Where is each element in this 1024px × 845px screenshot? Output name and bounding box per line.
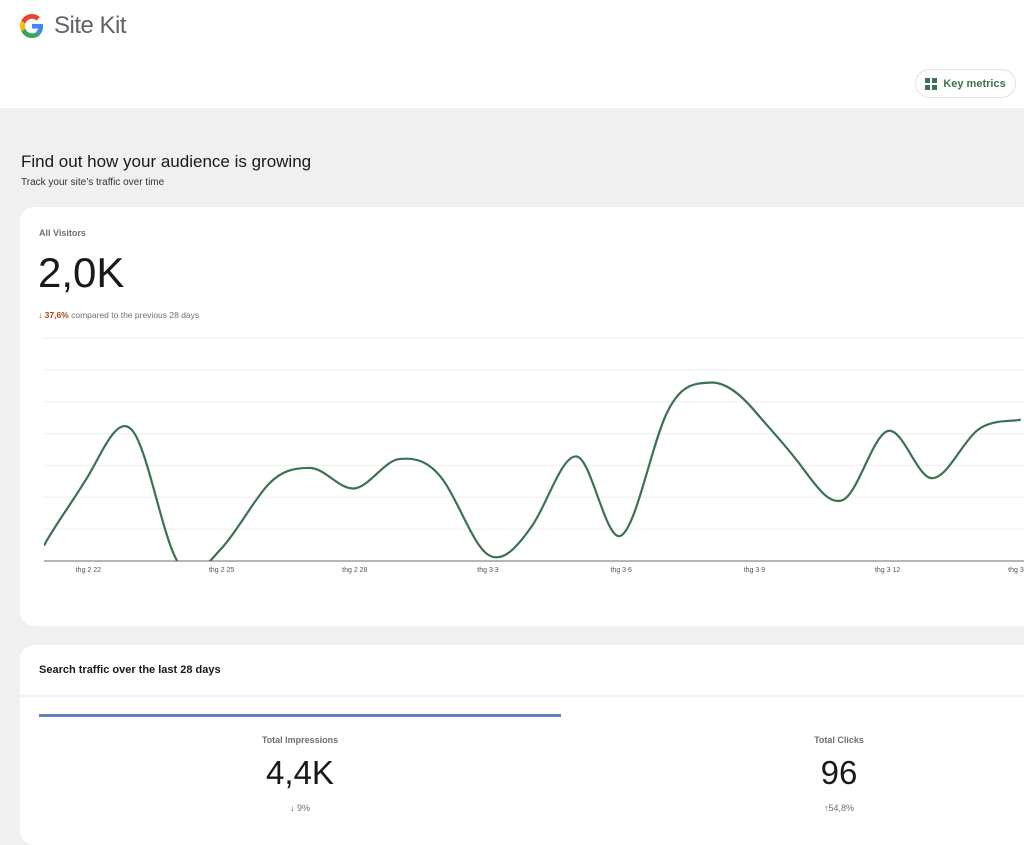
- arrow-down-icon: ↓: [289, 803, 295, 813]
- divider: [20, 695, 1024, 697]
- x-tick-label: thg 2 28: [342, 567, 367, 574]
- visitors-change: ↓ 37,6% compared to the previous 28 days: [38, 310, 199, 320]
- search-traffic-title: Search traffic over the last 28 days: [39, 664, 221, 676]
- visitors-series-line: [44, 381, 1022, 561]
- section-subtitle: Track your site’s traffic over time: [21, 177, 165, 188]
- clicks-change: ↑54,8%: [739, 803, 939, 813]
- key-metrics-label: Key metrics: [943, 77, 1006, 90]
- search-traffic-card: Search traffic over the last 28 days Tot…: [20, 645, 1024, 845]
- total-clicks-metric[interactable]: Total Clicks 96 ↑54,8%: [739, 735, 939, 813]
- arrow-up-icon: ↑: [823, 803, 829, 813]
- grid-icon: [925, 77, 938, 90]
- all-visitors-label: All Visitors: [39, 228, 86, 238]
- compare-text: compared to the previous 28 days: [71, 310, 200, 320]
- x-tick-label: thg 3 15: [1008, 567, 1024, 574]
- x-tick-label: thg 2 22: [76, 567, 101, 574]
- app-name: Site Kit: [54, 12, 127, 39]
- impressions-change-value: 9%: [297, 803, 311, 813]
- key-metrics-button[interactable]: Key metrics: [915, 69, 1016, 98]
- arrow-down-icon: ↓: [38, 310, 43, 320]
- header: Site Kit Key metrics: [0, 0, 1024, 108]
- x-tick-label: thg 3 9: [744, 567, 766, 574]
- x-tick-label: thg 3 6: [610, 567, 632, 574]
- impressions-value: 4,4K: [266, 754, 334, 791]
- clicks-change-value: 54,8%: [828, 803, 855, 813]
- visitors-line-chart: thg 2 22 thg 2 25 thg 2 28 thg 3 3 thg 3 6 th…: [44, 337, 1024, 574]
- clicks-value: 96: [820, 754, 858, 791]
- google-g-icon: [20, 14, 44, 38]
- x-tick-label: thg 2 25: [209, 567, 234, 574]
- x-tick-label: thg 3 3: [477, 567, 499, 574]
- clicks-label: Total Clicks: [814, 735, 864, 745]
- impressions-label: Total Impressions: [261, 735, 339, 745]
- all-visitors-card: All Visitors 2,0K ↓ 37,6% compared to th…: [20, 207, 1024, 626]
- total-impressions-metric[interactable]: Total Impressions 4,4K ↓ 9%: [200, 735, 400, 813]
- site-kit-logo[interactable]: Site Kit: [20, 12, 127, 40]
- all-visitors-value: 2,0K: [38, 249, 125, 296]
- change-percent: 37,6%: [44, 310, 69, 320]
- x-tick-label: thg 3 12: [875, 567, 900, 574]
- impressions-change: ↓ 9%: [200, 803, 400, 813]
- section-title: Find out how your audience is growing: [21, 152, 312, 171]
- active-tab-indicator[interactable]: [39, 714, 561, 717]
